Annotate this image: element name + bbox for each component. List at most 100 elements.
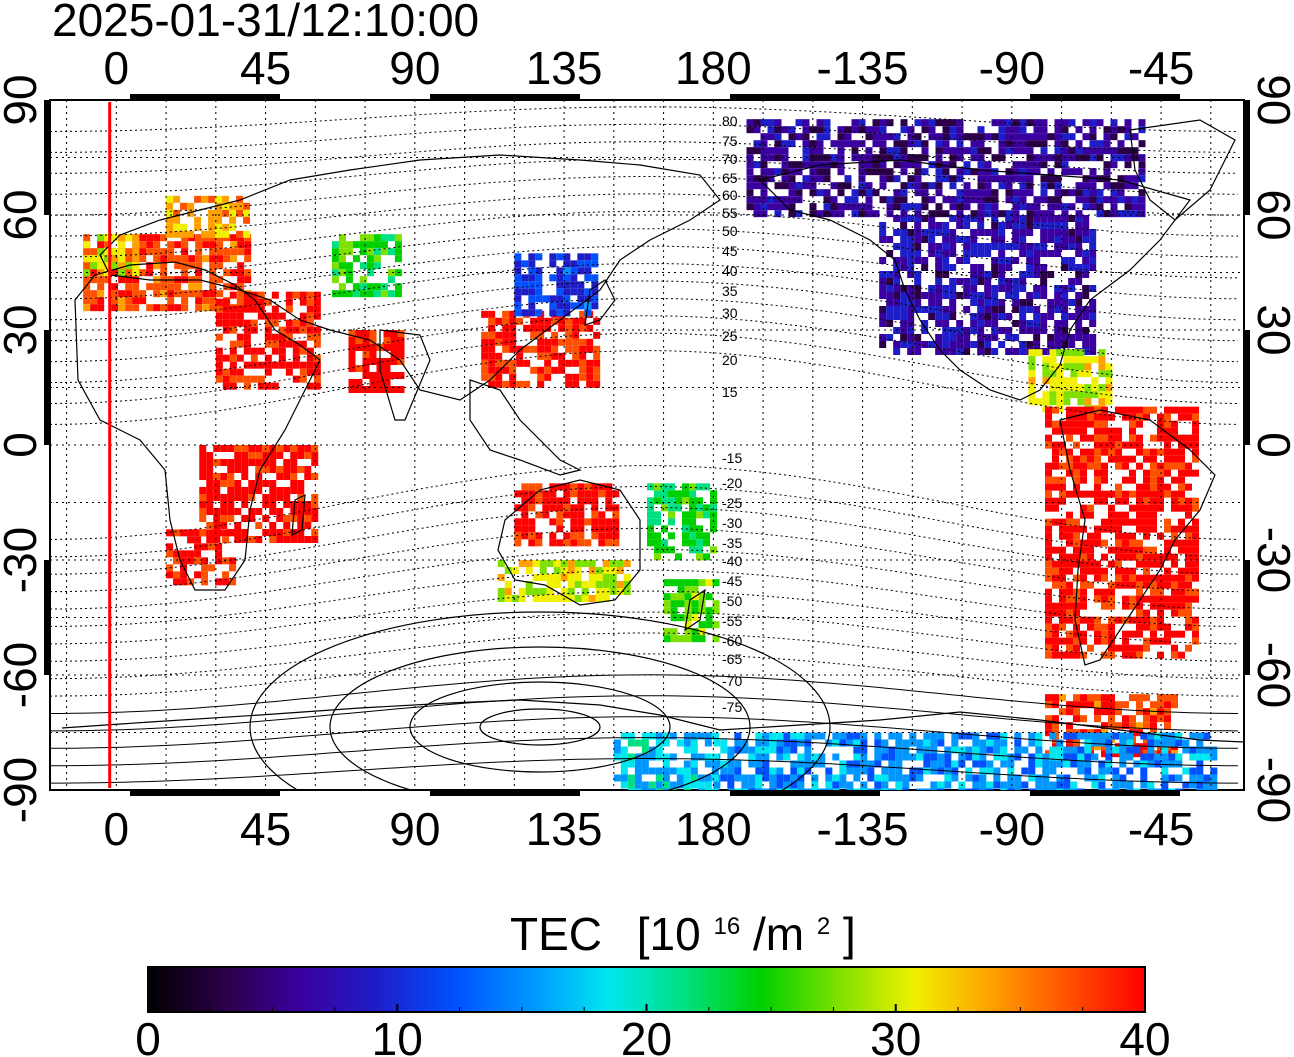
tec-cell bbox=[696, 504, 703, 512]
tec-cell bbox=[299, 319, 307, 327]
tec-cell bbox=[935, 182, 943, 190]
tec-cell bbox=[229, 305, 237, 313]
tec-cell bbox=[338, 241, 346, 249]
tec-cell bbox=[1066, 609, 1073, 617]
tec-cell bbox=[1143, 469, 1150, 477]
magnetic-contour bbox=[50, 674, 1239, 714]
tec-cell bbox=[781, 203, 789, 211]
tec-cell bbox=[1026, 292, 1034, 299]
tec-cell bbox=[380, 290, 388, 298]
tec-cell bbox=[1073, 539, 1080, 547]
tec-cell bbox=[1028, 363, 1036, 371]
tec-cell bbox=[241, 487, 249, 494]
tec-cell bbox=[104, 262, 112, 270]
tec-cell bbox=[1054, 292, 1062, 299]
tec-cell bbox=[895, 760, 903, 768]
tec-cell bbox=[1019, 299, 1027, 306]
tec-cell bbox=[1047, 168, 1055, 176]
magnetic-pole-contour bbox=[249, 611, 831, 790]
tec-cell bbox=[220, 515, 228, 522]
tec-cell bbox=[1066, 701, 1073, 709]
tec-cell bbox=[942, 119, 950, 127]
tec-cell bbox=[202, 304, 210, 312]
tec-cell bbox=[1082, 327, 1090, 334]
tec-cell bbox=[1129, 651, 1136, 659]
tec-cell bbox=[1056, 391, 1064, 399]
tec-cell bbox=[1157, 701, 1164, 709]
tec-cell bbox=[1026, 140, 1034, 148]
tec-cell bbox=[776, 781, 784, 789]
tec-cell bbox=[1089, 182, 1097, 190]
tec-cell bbox=[278, 326, 286, 334]
tec-cell bbox=[1122, 630, 1129, 638]
edge-bar bbox=[44, 100, 50, 215]
tec-cell bbox=[586, 380, 594, 388]
tec-cell bbox=[860, 732, 868, 740]
tec-cell bbox=[213, 487, 221, 494]
tec-cell bbox=[907, 257, 915, 264]
tec-cell bbox=[984, 320, 992, 327]
tec-cell bbox=[1098, 363, 1106, 371]
tec-cell bbox=[1164, 701, 1171, 709]
tec-cell bbox=[1115, 546, 1122, 554]
tec-cell bbox=[1047, 203, 1055, 211]
tec-cell bbox=[683, 767, 691, 775]
tec-cell bbox=[1192, 595, 1199, 603]
tec-cell bbox=[663, 635, 671, 643]
tec-cell bbox=[928, 299, 936, 306]
tec-cell bbox=[563, 497, 571, 505]
tec-cell bbox=[352, 290, 360, 298]
tec-cell bbox=[879, 182, 887, 190]
tec-cell bbox=[209, 304, 217, 312]
tec-cell bbox=[895, 781, 903, 789]
tec-cell bbox=[255, 452, 263, 459]
tec-cell bbox=[704, 753, 712, 761]
tec-cell bbox=[1189, 746, 1197, 754]
tec-cell bbox=[1094, 701, 1101, 709]
tec-cell bbox=[949, 182, 957, 190]
tec-cell bbox=[278, 340, 286, 348]
tec-cell bbox=[1150, 525, 1157, 533]
tec-cell bbox=[928, 341, 936, 348]
tec-cell bbox=[248, 508, 256, 515]
tec-cell bbox=[1138, 203, 1146, 211]
tec-cell bbox=[1047, 334, 1055, 341]
tec-cell bbox=[661, 490, 668, 498]
tec-cell bbox=[895, 753, 903, 761]
tec-cell bbox=[556, 511, 564, 519]
tec-cell bbox=[383, 379, 391, 386]
tec-cell bbox=[598, 518, 606, 526]
tec-cell bbox=[1012, 229, 1020, 236]
tec-cell bbox=[942, 285, 950, 292]
tec-cell bbox=[1075, 264, 1083, 271]
tec-cell bbox=[521, 483, 529, 491]
tec-cell bbox=[586, 373, 594, 381]
tec-cell bbox=[1143, 567, 1150, 575]
tec-cell bbox=[560, 574, 568, 581]
tec-cell bbox=[1063, 384, 1071, 392]
tec-cell bbox=[83, 304, 91, 312]
tec-cell bbox=[1105, 377, 1113, 385]
tec-cell bbox=[535, 309, 543, 317]
tec-cell bbox=[762, 774, 770, 782]
tec-cell bbox=[83, 248, 91, 256]
tec-cell bbox=[488, 366, 496, 374]
tec-cell bbox=[1089, 285, 1097, 292]
tec-cell bbox=[774, 182, 782, 190]
tec-cell bbox=[1117, 126, 1125, 134]
tec-cell bbox=[956, 189, 964, 197]
tec-cell bbox=[1047, 229, 1055, 236]
tec-cell bbox=[1094, 588, 1101, 596]
tec-cell bbox=[593, 359, 601, 367]
tec-cell bbox=[998, 278, 1006, 285]
tec-cell bbox=[979, 739, 987, 747]
tec-cell bbox=[481, 338, 489, 346]
tec-cell bbox=[1089, 264, 1097, 271]
tec-cell bbox=[620, 753, 628, 761]
tec-cell bbox=[998, 299, 1006, 306]
tec-cell bbox=[591, 490, 599, 498]
tec-cell bbox=[269, 494, 277, 501]
tec-cell bbox=[886, 210, 894, 218]
tec-cell bbox=[977, 196, 985, 204]
tec-cell bbox=[858, 182, 866, 190]
